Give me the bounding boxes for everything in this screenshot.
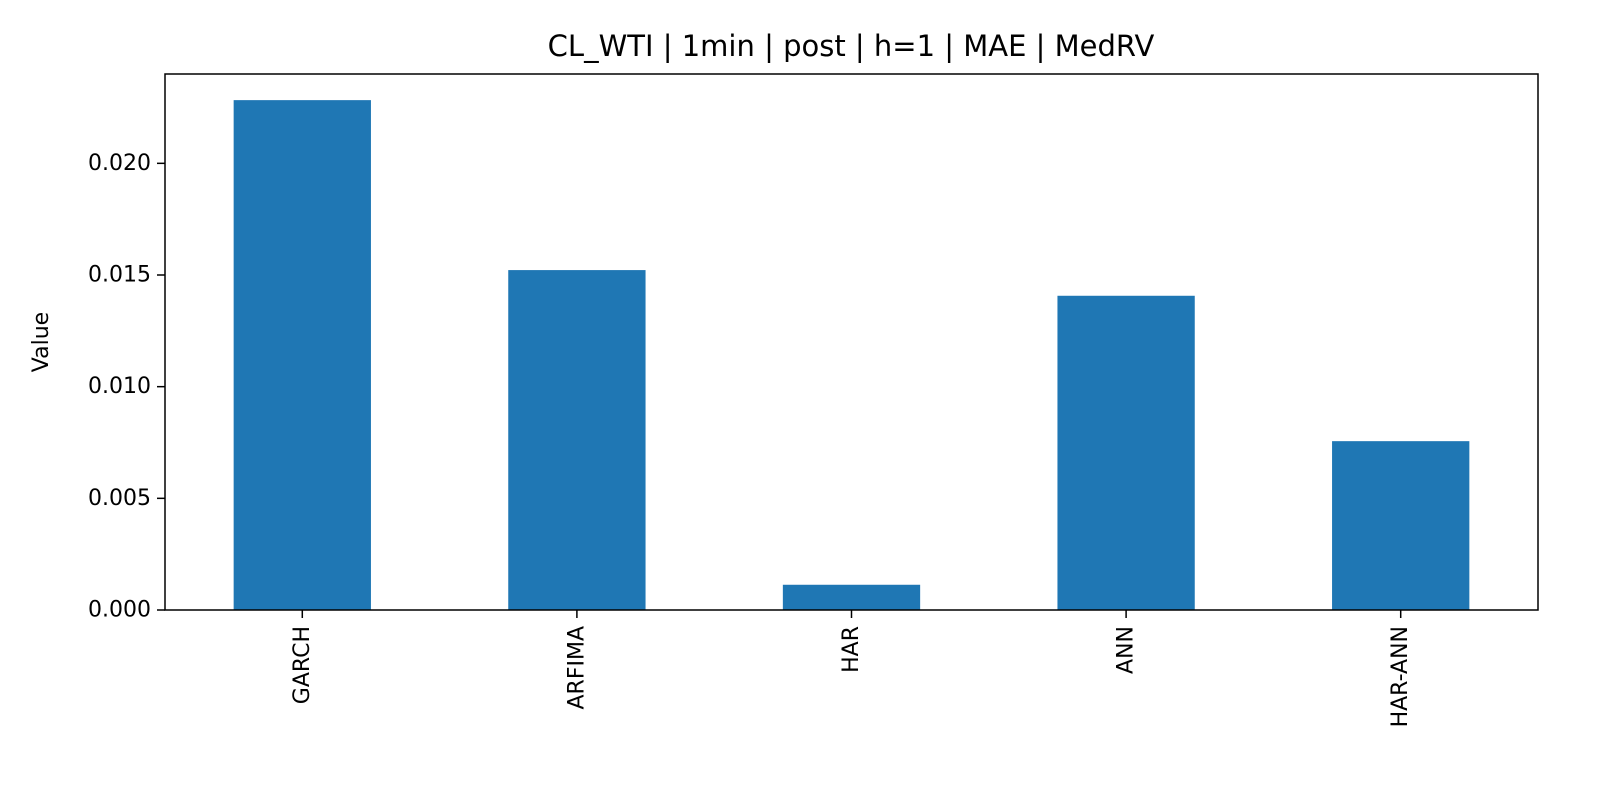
x-tick-label: GARCH bbox=[290, 626, 315, 704]
bar-garch bbox=[233, 100, 371, 610]
x-tick-label: HAR-ANN bbox=[1388, 626, 1413, 727]
y-tick-label: 0.020 bbox=[88, 151, 151, 176]
y-tick-label: 0.015 bbox=[88, 263, 151, 288]
bar-har bbox=[782, 584, 921, 610]
bars-group bbox=[233, 100, 1470, 610]
y-tick-label: 0.005 bbox=[88, 486, 151, 511]
y-tick-label: 0.010 bbox=[88, 374, 151, 399]
bar-ann bbox=[1057, 295, 1195, 610]
x-tick-label: ARFIMA bbox=[564, 626, 589, 710]
x-tick-label: ANN bbox=[1114, 626, 1139, 674]
plot-frame bbox=[164, 73, 1539, 611]
bar-arfima bbox=[508, 270, 646, 610]
x-tick-label: HAR bbox=[839, 626, 864, 673]
bar-har-ann bbox=[1332, 441, 1470, 610]
y-axis-label: Value bbox=[29, 312, 54, 372]
y-axis-ticks: 0.000 0.005 0.010 0.015 0.020 bbox=[88, 151, 165, 623]
y-tick-label: 0.000 bbox=[88, 598, 151, 623]
chart-title: CL_WTI | 1min | post | h=1 | MAE | MedRV bbox=[548, 29, 1155, 63]
x-axis-ticks: GARCH ARFIMA HAR ANN HAR-ANN bbox=[290, 610, 1413, 727]
